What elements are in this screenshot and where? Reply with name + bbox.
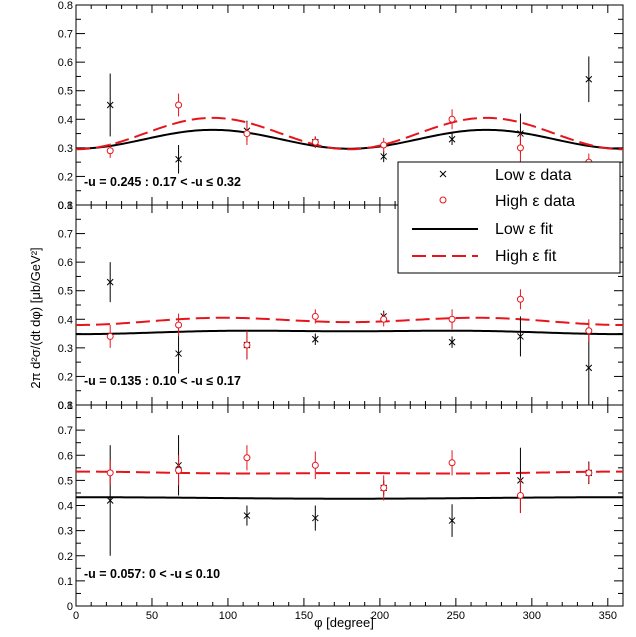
legend-circle-marker [439, 196, 447, 204]
panel-label: -u = 0.057: 0 < -u ≤ 0.10 [84, 567, 220, 581]
data-point-circle [106, 332, 114, 340]
data-point-circle [448, 459, 456, 467]
x-tick-label: 150 [295, 610, 313, 622]
legend-label-low-fit: Low ε fit [495, 221, 553, 238]
series-high-epsilon-data [106, 445, 593, 514]
y-tick-label: 0.1 [58, 400, 73, 412]
x-tick-label: 250 [447, 610, 465, 622]
y-tick-label: 0.3 [58, 343, 73, 355]
legend-entry-low-fit: Low ε fit [412, 221, 553, 238]
y-tick-label: 0.4 [58, 114, 73, 126]
y-tick-label: 0.8 [58, 200, 73, 212]
y-tick-label: 0.6 [58, 257, 73, 269]
y-tick-label: 0.7 [58, 425, 73, 437]
legend-label-low-data: Low ε data [495, 167, 572, 184]
legend-entry-low-data: Low ε data [439, 167, 572, 184]
y-tick-label: 0.7 [58, 29, 73, 41]
data-point-x [517, 333, 524, 340]
y-tick-label: 0.6 [58, 57, 73, 69]
data-point-x [380, 153, 388, 160]
x-tick-label: 100 [219, 610, 237, 622]
data-point-circle [106, 469, 114, 477]
data-point-circle [585, 327, 593, 335]
data-point-x [175, 155, 182, 163]
data-point-circle [311, 312, 319, 320]
data-point-circle [448, 115, 456, 123]
x-tick-label: 350 [599, 610, 617, 622]
y-tick-label: 0.3 [58, 526, 73, 538]
legend-label-high-data: High ε data [495, 193, 575, 210]
data-point-x [175, 350, 182, 357]
series-low-epsilon-data [106, 262, 593, 405]
data-point-circle [516, 144, 524, 152]
data-point-circle [448, 315, 456, 323]
data-point-circle [243, 454, 251, 462]
x-tick-label: 200 [371, 610, 389, 622]
data-point-x [243, 512, 251, 519]
y-axis-title: 2π d²σ/(dt dφ) [μb/GeV²] [28, 247, 43, 388]
data-point-circle [380, 484, 388, 492]
legend: Low ε data High ε data Low ε fit High ε … [397, 161, 621, 274]
legend-entry-high-fit: High ε fit [412, 248, 557, 265]
data-point-x [311, 335, 319, 343]
data-point-circle [311, 138, 319, 146]
y-tick-label: 0.5 [58, 286, 73, 298]
data-point-circle [243, 130, 251, 138]
low-epsilon-fit-curve [76, 496, 623, 500]
x-tick-label: 300 [523, 610, 541, 622]
panel-label: -u = 0.245 : 0.17 < -u ≤ 0.32 [84, 175, 241, 189]
data-point-x [448, 135, 456, 143]
y-tick-label: 0.8 [58, 0, 73, 12]
data-point-circle [516, 295, 524, 303]
y-tick-label: 0.6 [58, 450, 73, 462]
x-axis-title: φ [degree] [314, 615, 374, 630]
data-point-x [311, 514, 319, 522]
data-point-circle [311, 461, 319, 469]
data-point-circle [243, 341, 251, 349]
y-tick-label: 0.4 [58, 314, 73, 326]
data-point-circle [380, 141, 388, 149]
data-point-circle [175, 101, 183, 109]
panel-3: 0 0.1 0.2 0.3 0.4 0.5 0.6 0.7 0.8 -u = 0.057: 0 <… [58, 400, 624, 613]
y-tick-label: 0.4 [58, 501, 73, 513]
low-epsilon-fit-curve [76, 329, 623, 336]
data-point-x [106, 497, 114, 504]
data-point-x [585, 364, 593, 372]
legend-box [397, 161, 621, 274]
data-point-x [585, 75, 593, 83]
legend-x-marker [439, 170, 447, 178]
data-point-circle [380, 315, 388, 323]
series-high-epsilon-data [106, 289, 593, 360]
y-tick-label: 0.5 [58, 86, 73, 98]
y-tick-label: 0.8 [58, 400, 73, 412]
high-epsilon-fit-curve [76, 470, 623, 475]
y-tick-label: 0.3 [58, 143, 73, 155]
legend-entry-high-data: High ε data [439, 193, 575, 210]
y-tick-label: 0 [67, 601, 73, 613]
y-tick-label: 0.2 [58, 171, 73, 183]
data-point-x [106, 101, 114, 109]
y-tick-label: 0.1 [58, 576, 73, 588]
legend-label-high-fit: High ε fit [495, 248, 557, 265]
y-tick-label: 0.5 [58, 475, 73, 487]
high-epsilon-fit-curve [75, 316, 624, 326]
data-point-x [106, 278, 114, 286]
high-epsilon-fit-curve [75, 116, 624, 151]
data-point-circle [175, 321, 183, 329]
data-point-circle [516, 491, 524, 499]
data-point-x [448, 338, 456, 346]
data-point-circle [106, 147, 114, 155]
y-tick-label: 0.2 [58, 371, 73, 383]
panel-label: -u = 0.135 : 0.10 < -u ≤ 0.17 [84, 374, 241, 388]
x-tick-label: 50 [146, 610, 158, 622]
y-tick-label: 0.1 [58, 200, 73, 212]
y-tick-label: 0.7 [58, 229, 73, 241]
svg-text:2π d²σ/(dt dφ) [μb/GeV²]: 2π d²σ/(dt dφ) [μb/GeV²] [28, 247, 43, 388]
y-tick-label: 0.2 [58, 551, 73, 563]
data-point-circle [175, 466, 183, 474]
x-tick-label: 0 [73, 610, 79, 622]
data-point-x [448, 517, 456, 524]
data-point-circle [585, 469, 593, 477]
